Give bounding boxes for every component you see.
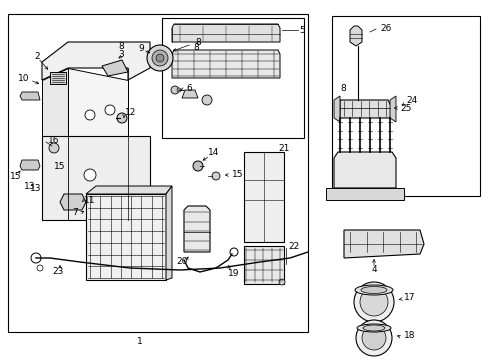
Text: 9: 9: [138, 44, 143, 53]
Text: 6: 6: [185, 84, 191, 93]
Bar: [244, 246, 284, 284]
Text: 12: 12: [125, 108, 136, 117]
Text: 23: 23: [52, 267, 63, 276]
Bar: [244, 152, 284, 242]
Text: 1: 1: [137, 338, 142, 346]
Text: 25: 25: [399, 104, 410, 113]
Polygon shape: [389, 96, 395, 122]
Circle shape: [355, 320, 391, 356]
Text: 21: 21: [278, 144, 289, 153]
Circle shape: [117, 113, 127, 123]
Polygon shape: [20, 92, 40, 100]
Polygon shape: [325, 188, 403, 200]
Circle shape: [84, 169, 96, 181]
Text: 16: 16: [48, 135, 60, 144]
Text: 5: 5: [298, 26, 304, 35]
Polygon shape: [172, 50, 280, 78]
Polygon shape: [86, 186, 172, 194]
Bar: [331, 16, 479, 196]
Circle shape: [156, 54, 163, 62]
Ellipse shape: [354, 285, 392, 295]
Text: 2: 2: [34, 51, 40, 60]
Text: 18: 18: [403, 332, 415, 341]
Text: 15: 15: [10, 171, 21, 180]
Circle shape: [229, 248, 238, 256]
Ellipse shape: [362, 325, 384, 331]
Text: 10: 10: [18, 73, 29, 82]
Text: 4: 4: [370, 266, 376, 274]
Polygon shape: [165, 186, 172, 280]
Text: 15: 15: [231, 170, 243, 179]
Polygon shape: [42, 42, 150, 80]
Text: 17: 17: [403, 293, 415, 302]
Text: 24: 24: [405, 95, 416, 104]
Circle shape: [353, 282, 393, 322]
Polygon shape: [333, 96, 339, 122]
Text: 8: 8: [118, 41, 123, 50]
Ellipse shape: [356, 324, 390, 332]
Polygon shape: [68, 68, 128, 136]
Circle shape: [31, 253, 41, 263]
Text: 14: 14: [207, 148, 219, 157]
Text: 20: 20: [176, 257, 187, 266]
Circle shape: [152, 50, 168, 66]
Polygon shape: [333, 152, 395, 188]
Circle shape: [171, 86, 179, 94]
Text: 11: 11: [84, 195, 95, 204]
Circle shape: [361, 326, 385, 350]
Bar: [8, 14, 307, 332]
Text: 7: 7: [72, 207, 78, 216]
Circle shape: [177, 88, 181, 92]
Circle shape: [193, 161, 203, 171]
Circle shape: [212, 172, 220, 180]
Polygon shape: [60, 194, 86, 210]
Polygon shape: [102, 60, 128, 76]
Polygon shape: [343, 230, 423, 258]
Circle shape: [85, 110, 95, 120]
Text: 15: 15: [54, 162, 65, 171]
Circle shape: [37, 265, 43, 271]
Bar: [86, 194, 165, 280]
Text: 13: 13: [30, 184, 41, 193]
Polygon shape: [42, 136, 150, 220]
Text: 8: 8: [195, 37, 201, 46]
Circle shape: [202, 95, 212, 105]
Polygon shape: [172, 24, 280, 42]
Polygon shape: [42, 68, 68, 136]
Bar: [162, 18, 304, 138]
Polygon shape: [349, 26, 361, 46]
Circle shape: [105, 105, 115, 115]
Polygon shape: [20, 160, 40, 170]
Circle shape: [359, 288, 387, 316]
Polygon shape: [50, 72, 66, 84]
Circle shape: [49, 143, 59, 153]
Text: 26: 26: [379, 23, 390, 32]
Circle shape: [147, 45, 173, 71]
Circle shape: [279, 279, 285, 285]
Text: 22: 22: [287, 242, 299, 251]
Text: 8: 8: [193, 42, 198, 51]
Text: 19: 19: [227, 270, 239, 279]
Polygon shape: [183, 206, 209, 252]
Ellipse shape: [360, 287, 386, 293]
Text: 8: 8: [339, 84, 345, 93]
Text: 3: 3: [118, 50, 123, 59]
Polygon shape: [339, 100, 391, 118]
Text: 13: 13: [24, 181, 36, 190]
Polygon shape: [182, 90, 198, 98]
